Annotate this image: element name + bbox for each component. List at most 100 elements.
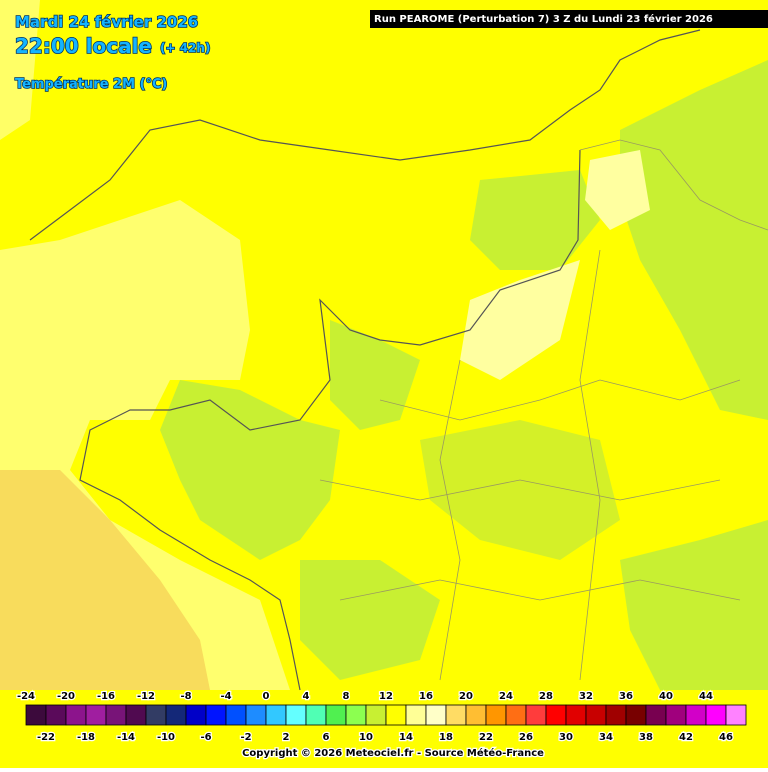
legend-label: -10: [157, 732, 175, 743]
coastline: [79, 149, 581, 691]
temperature-zone: [585, 150, 650, 230]
temperature-zone: [620, 520, 768, 690]
legend-swatch: [385, 704, 407, 726]
border: [439, 359, 461, 681]
temperature-zone: [620, 60, 768, 420]
legend-swatch: [545, 704, 567, 726]
legend-label: -6: [200, 732, 211, 743]
legend-label: 32: [579, 691, 593, 702]
legend-swatch: [505, 704, 527, 726]
temperature-zone: [470, 170, 600, 270]
legend-swatch: [565, 704, 587, 726]
legend-swatch: [645, 704, 667, 726]
sea-field-warm: [0, 470, 210, 690]
border: [579, 139, 768, 231]
temperature-zone: [300, 560, 440, 680]
legend-label: 10: [359, 732, 373, 743]
legend-swatch: [325, 704, 347, 726]
legend-swatch: [485, 704, 507, 726]
legend-label: 26: [519, 732, 533, 743]
legend-swatch: [225, 704, 247, 726]
legend-swatch: [625, 704, 647, 726]
legend-swatch: [85, 704, 107, 726]
legend-swatch: [185, 704, 207, 726]
legend-swatch: [465, 704, 487, 726]
legend-label: 0: [263, 691, 270, 702]
legend-label: -24: [17, 691, 35, 702]
legend-swatch: [685, 704, 707, 726]
legend-swatch: [45, 704, 67, 726]
legend-label: 42: [679, 732, 693, 743]
legend-swatch: [245, 704, 267, 726]
legend-label: -2: [240, 732, 251, 743]
legend-label: 18: [439, 732, 453, 743]
temperature-zone: [160, 380, 340, 560]
legend-label: -20: [57, 691, 75, 702]
legend-label: -16: [97, 691, 115, 702]
legend-swatch: [145, 704, 167, 726]
legend-label: 44: [699, 691, 713, 702]
legend-label: -14: [117, 732, 135, 743]
copyright: Copyright © 2026 Meteociel.fr - Source M…: [242, 747, 544, 759]
legend-swatch: [605, 704, 627, 726]
legend-label: 2: [283, 732, 290, 743]
coastline: [29, 29, 701, 241]
legend-swatch: [105, 704, 127, 726]
legend-label: 28: [539, 691, 553, 702]
legend-swatch: [25, 704, 47, 726]
variable-title: Température 2M (°C): [15, 77, 167, 92]
legend-label: 4: [303, 691, 310, 702]
legend-swatch: [205, 704, 227, 726]
legend-swatch: [445, 704, 467, 726]
legend-label: 36: [619, 691, 633, 702]
legend-label: 16: [419, 691, 433, 702]
border: [319, 479, 721, 501]
legend-label: 6: [323, 732, 330, 743]
legend-label: -4: [220, 691, 231, 702]
legend-swatch: [425, 704, 447, 726]
legend-swatch: [705, 704, 727, 726]
legend-label: 40: [659, 691, 673, 702]
legend-swatch: [665, 704, 687, 726]
legend-label: 20: [459, 691, 473, 702]
legend-label: 30: [559, 732, 573, 743]
legend-label: -22: [37, 732, 55, 743]
legend-swatch: [65, 704, 87, 726]
legend-label: 14: [399, 732, 413, 743]
forecast-offset: (+ 42h): [160, 41, 210, 55]
run-info: Run PEAROME (Perturbation 7) 3 Z du Lund…: [374, 13, 713, 25]
border: [379, 379, 741, 421]
legend-swatch: [365, 704, 387, 726]
legend-swatch: [405, 704, 427, 726]
sea-field: [0, 0, 40, 140]
legend-label: -18: [77, 732, 95, 743]
forecast-time: 22:00 locale: [15, 34, 152, 58]
legend-swatch: [165, 704, 187, 726]
legend-label: 22: [479, 732, 493, 743]
legend-label: 24: [499, 691, 513, 702]
legend-swatch: [265, 704, 287, 726]
legend-label: 34: [599, 732, 613, 743]
legend-label: -8: [180, 691, 191, 702]
run-banner: [370, 10, 768, 28]
legend-swatch: [305, 704, 327, 726]
legend-swatch: [585, 704, 607, 726]
temperature-zone: [420, 420, 620, 560]
forecast-date: Mardi 24 février 2026: [15, 13, 198, 31]
legend-label: 12: [379, 691, 393, 702]
temperature-zone: [460, 260, 580, 380]
legend-swatch: [285, 704, 307, 726]
legend-label: 46: [719, 732, 733, 743]
border: [339, 579, 741, 601]
legend-swatch: [525, 704, 547, 726]
border: [579, 249, 601, 681]
legend-label: 38: [639, 732, 653, 743]
legend-label: 8: [343, 691, 350, 702]
legend-swatch: [725, 704, 747, 726]
color-legend: -24-22-20-18-16-14-12-10-8-6-4-202468101…: [16, 690, 747, 744]
legend-label: -12: [137, 691, 155, 702]
legend-swatch: [345, 704, 367, 726]
legend-swatch: [125, 704, 147, 726]
temperature-zone: [330, 320, 420, 430]
